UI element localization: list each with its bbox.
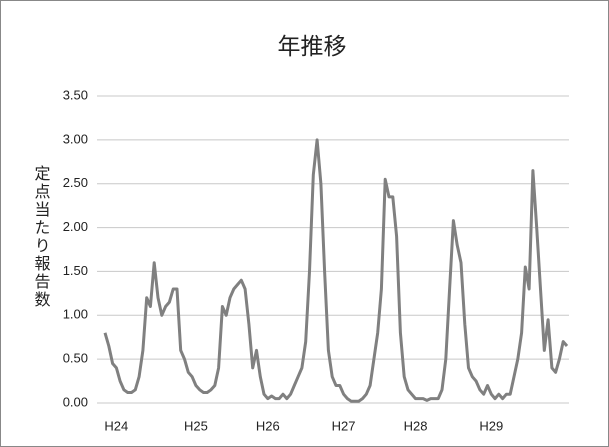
y-tick-label: 1.50 [63, 263, 88, 278]
y-tick-label: 3.00 [63, 131, 88, 146]
y-tick-label: 1.00 [63, 307, 88, 322]
x-tick-label: H27 [332, 418, 356, 433]
y-tick-label: 0.00 [63, 394, 88, 409]
x-tick-label: H24 [104, 418, 128, 433]
y-tick-label: 3.50 [63, 87, 88, 102]
chart-title: 年推移 [278, 33, 347, 59]
x-tick-label: H26 [256, 418, 280, 433]
y-tick-label: 0.50 [63, 351, 88, 366]
y-tick-label: 2.50 [63, 175, 88, 190]
x-tick-label: H28 [404, 418, 428, 433]
y-axis-label: 定点当たり報告数 [32, 165, 51, 309]
x-tick-label: H29 [479, 418, 503, 433]
x-tick-label: H25 [184, 418, 208, 433]
series-line [103, 138, 569, 403]
y-tick-label: 2.00 [63, 219, 88, 234]
